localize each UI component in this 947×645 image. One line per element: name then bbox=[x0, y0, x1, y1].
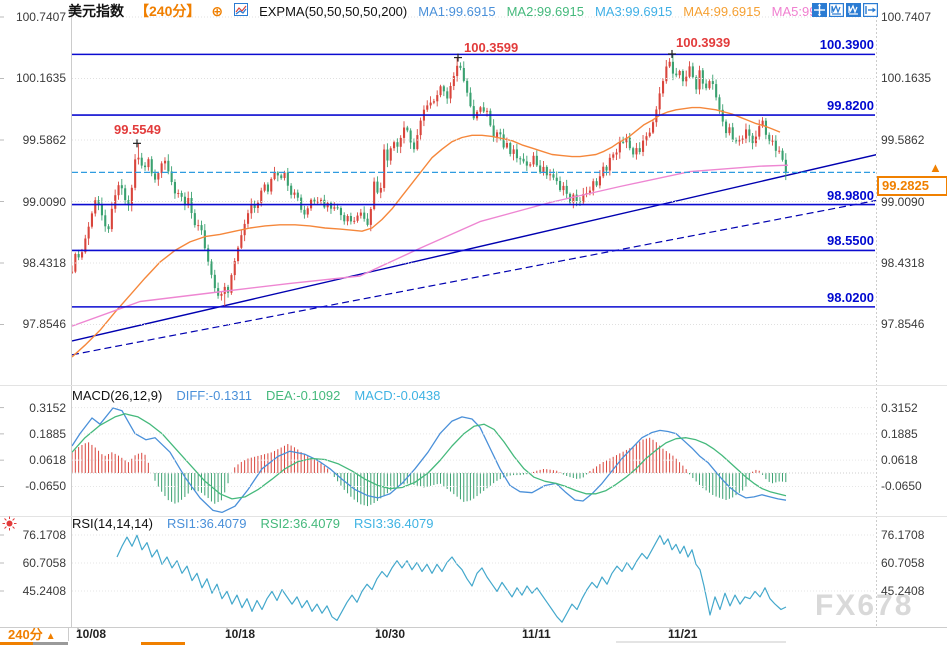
scrollbar-thumb-left[interactable] bbox=[0, 642, 33, 645]
macd-legend: MACD(26,12,9) DIFF:-0.1311 DEA:-0.1092 M… bbox=[72, 387, 441, 403]
rsi-axis-label-right: 45.2408 bbox=[881, 584, 925, 598]
main-axis-label-left: 98.4318 bbox=[22, 256, 66, 270]
exit-view-icon[interactable] bbox=[862, 2, 879, 18]
macd-diff-value: DIFF:-0.1311 bbox=[176, 387, 252, 403]
scrollbar-track bbox=[616, 641, 786, 643]
indicator-settings-icon[interactable] bbox=[2, 516, 17, 531]
macd-axis-label-left: -0.0650 bbox=[25, 479, 66, 494]
rsi-legend: RSI(14,14,14) RSI1:36.4079 RSI2:36.4079 … bbox=[72, 515, 434, 531]
date-label: 10/08 bbox=[76, 627, 107, 641]
date-label: 10/18 bbox=[225, 627, 256, 641]
rsi-axis-label-left: 76.1708 bbox=[22, 528, 66, 542]
rsi1-value: RSI1:36.4079 bbox=[166, 515, 247, 531]
price-level-label: 100.3900 bbox=[819, 37, 874, 53]
main-axis-label-left: 97.8546 bbox=[22, 317, 66, 332]
main-axis-label-right: 97.8546 bbox=[881, 317, 925, 332]
swing-price-label: 99.5549 bbox=[114, 122, 161, 138]
price-up-arrow-icon: ▲ bbox=[929, 160, 942, 175]
rsi-axis-label-left: 60.7058 bbox=[22, 556, 66, 570]
swing-price-label: 100.3599 bbox=[464, 39, 519, 55]
macd-axis-label-left: 0.1885 bbox=[29, 426, 66, 441]
macd-title: MACD(26,12,9) bbox=[72, 387, 163, 403]
main-axis-label-left: 99.0090 bbox=[22, 194, 66, 209]
ma2-value: MA2:99.6915 bbox=[506, 3, 584, 19]
rsi-title: RSI(14,14,14) bbox=[72, 515, 153, 531]
add-indicator-icon[interactable]: ⊕ bbox=[211, 2, 224, 19]
main-axis-label-left: 100.7407 bbox=[15, 10, 66, 24]
macd-axis-label-left: 0.3152 bbox=[29, 400, 66, 415]
price-level-label: 98.0200 bbox=[827, 289, 874, 305]
ma1-value: MA1:99.6915 bbox=[418, 3, 496, 19]
main-axis-label-right: 100.7407 bbox=[881, 10, 932, 24]
main-axis-label-right: 99.5862 bbox=[881, 133, 925, 147]
expma-label: EXPMA(50,50,50,50,200) bbox=[259, 3, 408, 19]
macd-axis-label-right: -0.0650 bbox=[881, 479, 922, 494]
date-label: 11/11 bbox=[522, 627, 551, 641]
price-level-label: 98.5500 bbox=[827, 233, 874, 249]
sub-pane-view-icon[interactable] bbox=[846, 3, 861, 17]
scrollbar-thumb[interactable] bbox=[141, 642, 185, 645]
macd-hist-value: MACD:-0.0438 bbox=[354, 387, 441, 403]
rsi-axis-label-right: 76.1708 bbox=[881, 528, 925, 542]
main-axis-label-left: 100.1635 bbox=[15, 71, 66, 86]
pan-crosshair-icon[interactable] bbox=[812, 3, 827, 17]
current-price-box: 99.2825 bbox=[877, 176, 947, 196]
chart-type-icon[interactable] bbox=[234, 3, 249, 19]
ma4-value: MA4:99.6915 bbox=[683, 3, 761, 19]
main-pane-view-icon[interactable] bbox=[828, 2, 845, 18]
main-axis-label-right: 98.4318 bbox=[881, 256, 925, 270]
main-axis-label-right: 100.1635 bbox=[881, 71, 932, 86]
chart-toolbar bbox=[812, 2, 879, 18]
macd-axis-label-right: 0.1885 bbox=[881, 426, 918, 441]
price-level-label: 98.9800 bbox=[827, 187, 874, 203]
rsi3-value: RSI3:36.4079 bbox=[353, 515, 434, 531]
main-axis-label-left: 99.5862 bbox=[22, 133, 66, 147]
rsi2-value: RSI2:36.4079 bbox=[260, 515, 340, 531]
symbol-title: 美元指数 bbox=[68, 3, 124, 19]
swing-price-label: 100.3939 bbox=[676, 34, 731, 50]
period-tab[interactable]: 240分 ▲ bbox=[0, 627, 69, 642]
rsi-axis-label-right: 60.7058 bbox=[881, 556, 925, 570]
macd-axis-label-right: 0.0618 bbox=[881, 453, 918, 468]
price-level-label: 99.8200 bbox=[827, 98, 874, 114]
scrollbar-segment-gray[interactable] bbox=[33, 642, 68, 645]
macd-axis-label-right: 0.3152 bbox=[881, 400, 918, 415]
date-label: 10/30 bbox=[375, 627, 406, 641]
period-label[interactable]: 【240分】 bbox=[135, 3, 201, 19]
date-label: 11/21 bbox=[668, 627, 698, 641]
ma3-value: MA3:99.6915 bbox=[594, 3, 673, 19]
macd-dea-value: DEA:-0.1092 bbox=[265, 387, 341, 403]
main-axis-label-right: 99.0090 bbox=[881, 194, 925, 209]
rsi-axis-label-left: 45.2408 bbox=[22, 584, 66, 598]
bottom-scrollbar[interactable] bbox=[0, 641, 947, 645]
period-tab-label: 240分 bbox=[8, 627, 43, 642]
legend-bar: 美元指数 【240分】 ⊕ EXPMA(50,50,50,50,200) MA1… bbox=[68, 2, 827, 20]
watermark: FX678 bbox=[815, 589, 914, 622]
macd-axis-label-left: 0.0618 bbox=[29, 453, 66, 468]
period-up-arrow-icon: ▲ bbox=[45, 631, 56, 642]
